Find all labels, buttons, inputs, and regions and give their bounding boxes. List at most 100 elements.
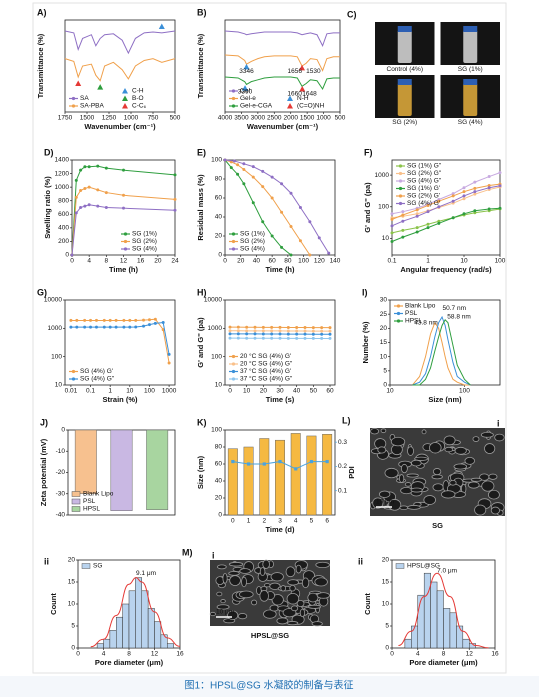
- data-line: [71, 204, 176, 256]
- panel-label: H): [197, 287, 207, 297]
- vial-cap: [463, 79, 478, 85]
- legend-swatch: [81, 563, 91, 569]
- y-tick-label: -40: [56, 512, 66, 519]
- x-tick-label: 1: [247, 518, 251, 525]
- pore: [380, 428, 387, 434]
- legend-swatch: [231, 354, 236, 359]
- panel-label: E): [197, 147, 206, 157]
- x-tick-label: 16: [137, 258, 145, 265]
- legend-label: N-H: [297, 95, 309, 102]
- legend-swatch: [122, 103, 128, 109]
- data-line: [71, 186, 176, 256]
- fit-curve: [398, 572, 489, 649]
- x-tick-label: 6: [325, 518, 329, 525]
- pore: [470, 477, 482, 482]
- y-tick-label: 20: [380, 325, 388, 332]
- pore: [399, 505, 409, 511]
- panel-label: M): [182, 547, 193, 557]
- x-tick-label: 1: [108, 388, 112, 395]
- pore: [407, 446, 414, 456]
- histogram-bar: [141, 590, 149, 649]
- pore: [271, 594, 284, 606]
- legend-label: SG (2%) G'': [407, 170, 441, 177]
- pore: [410, 487, 423, 493]
- annotation: 9.1 μm: [136, 570, 156, 577]
- x-tick-label: 0: [390, 651, 394, 658]
- y-axis-title: Zeta potential (mV): [39, 438, 48, 506]
- legend-label: SG (1%): [240, 231, 265, 238]
- pore: [443, 435, 456, 446]
- subpanel-label: i: [212, 550, 215, 560]
- band-marker: [299, 64, 306, 71]
- pore: [264, 583, 271, 588]
- y-tick-label: 0: [71, 645, 75, 652]
- y-axis-title: Number (%): [361, 321, 370, 364]
- annotation: 7.0 μm: [437, 568, 457, 575]
- chart-panel: H) 0 10 20 30 40 50 60 10 100 1000 10000 Time (s) G' …: [196, 287, 336, 404]
- x-tick-label: 3000: [251, 115, 266, 122]
- data-line: [71, 165, 176, 256]
- data-line: [391, 207, 501, 242]
- x-tick-label: 10: [243, 388, 251, 395]
- pore: [488, 473, 498, 480]
- y-tick-label: 40: [215, 478, 223, 485]
- scale-label: 10 μm: [216, 609, 234, 616]
- bar: [322, 434, 333, 516]
- data-line: [224, 159, 311, 256]
- pore: [251, 599, 258, 606]
- y-tick-label: 80: [215, 444, 223, 451]
- histogram-bar: [423, 572, 431, 649]
- legend-swatch: [396, 311, 401, 316]
- legend-swatch: [231, 377, 236, 381]
- panel-label: A): [37, 7, 47, 17]
- chart-panel: J) 0 -10 -20 -30 -40 Zeta potential (mV) Blank …: [39, 417, 176, 519]
- y-tick-label: 0: [218, 252, 222, 259]
- x-tick-label: 0: [76, 651, 80, 658]
- histogram-bar: [135, 577, 142, 649]
- pore: [286, 621, 299, 626]
- pore: [287, 579, 299, 586]
- x-tick-label: 140: [330, 258, 341, 265]
- pore: [400, 487, 413, 495]
- legend-label: 20 °C SG (4%) G'': [240, 360, 292, 368]
- legend-swatch: [231, 89, 236, 93]
- y2-tick-label: 0.3: [338, 439, 347, 446]
- annotation: 58.8 nm: [447, 314, 471, 321]
- y-tick-label: 20: [382, 557, 390, 564]
- x-tick-label: 10: [460, 258, 468, 265]
- y-tick-label: 600: [58, 211, 69, 218]
- x-tick-label: 20: [260, 388, 268, 395]
- y-tick-label: 5: [71, 623, 75, 630]
- data-point: [167, 352, 171, 356]
- legend-swatch: [231, 96, 236, 101]
- y-tick-label: 10: [215, 382, 223, 389]
- chart-panel: C) Control (4%) SG (1%) SG (2%) SG (4%): [347, 9, 500, 126]
- chart-panel: L) i 10 μm SG: [342, 415, 505, 530]
- pore: [237, 613, 248, 620]
- x-tick-label: 16: [491, 651, 499, 658]
- fit-curve: [90, 577, 181, 648]
- panel-label: D): [44, 147, 54, 157]
- legend-swatch: [71, 104, 76, 108]
- pore: [398, 474, 405, 483]
- x-tick-label: 4: [294, 518, 298, 525]
- x-tick-label: 12: [466, 651, 474, 658]
- pore: [441, 490, 456, 499]
- x-tick-label: 1000: [162, 388, 177, 395]
- y2-tick-label: 0.1: [338, 487, 347, 494]
- bar: [146, 429, 169, 510]
- chart-panel: M) i 10 μm HPSL@SG: [182, 547, 330, 640]
- legend-label: SG (4%) G': [80, 368, 113, 375]
- pore: [484, 443, 496, 454]
- x-tick-label: 1000: [316, 115, 331, 122]
- y-axis-title: Count: [49, 593, 58, 615]
- y-tick-label: 10: [382, 601, 390, 608]
- panel-label: C): [347, 9, 357, 19]
- pore: [494, 433, 505, 442]
- y-tick-label: 10: [55, 382, 63, 389]
- histogram-bar: [417, 594, 425, 649]
- data-line: [412, 321, 471, 386]
- histogram-bar: [167, 643, 174, 649]
- x-axis-title: Time (d): [265, 525, 295, 534]
- pore: [301, 577, 310, 589]
